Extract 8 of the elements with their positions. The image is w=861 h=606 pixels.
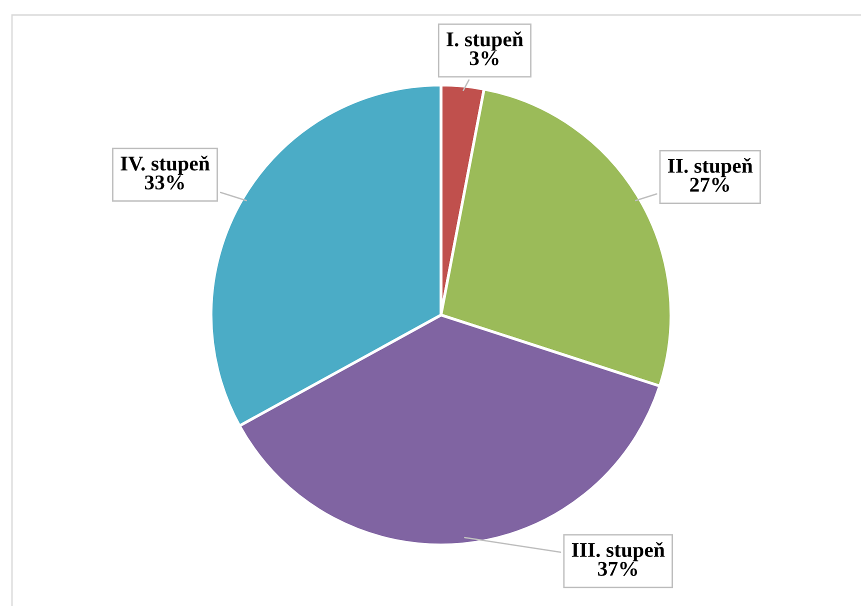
data-label: 33% (144, 175, 184, 190)
slice-label: II. stupeň (668, 158, 753, 178)
data-label: 3% (470, 51, 498, 66)
data-label: 37% (598, 562, 637, 576)
data-label: 27% (690, 178, 729, 192)
slice-label: IV. stupeň (120, 156, 210, 175)
slice-label: III. stupeň (572, 542, 665, 562)
slice-label: I. stupeň (446, 31, 524, 51)
